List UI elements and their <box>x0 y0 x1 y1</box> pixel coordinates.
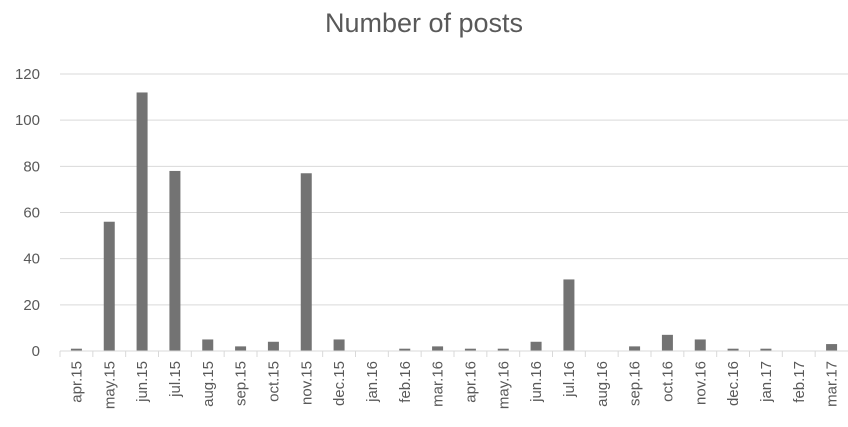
x-tick-label: nov.16 <box>692 361 709 405</box>
x-tick-label: dec.15 <box>331 361 348 406</box>
x-tick-label: jul.15 <box>167 361 184 398</box>
bar-jul.16 <box>563 279 575 351</box>
bar-apr.15 <box>70 348 82 351</box>
x-tick-label: may.15 <box>101 361 118 409</box>
y-tick-label: 100 <box>15 112 40 129</box>
x-tick-label: jul.16 <box>561 361 578 398</box>
x-tick-label: jun.16 <box>528 361 545 403</box>
y-tick-label: 60 <box>23 205 40 222</box>
x-tick-label: may.16 <box>495 361 512 409</box>
y-tick-label: 80 <box>23 158 40 175</box>
bar-may.16 <box>497 348 509 351</box>
x-tick-label: apr.16 <box>462 361 479 403</box>
y-tick-label: 40 <box>23 251 40 268</box>
x-tick-label: jan.17 <box>758 361 775 403</box>
x-tick-label: feb.16 <box>397 361 414 403</box>
x-tick-label: mar.17 <box>824 361 841 407</box>
bar-feb.16 <box>399 348 411 351</box>
bar-aug.15 <box>202 339 214 351</box>
x-tick-label: dec.16 <box>725 361 742 406</box>
y-tick-label: 20 <box>23 297 40 314</box>
bar-jun.15 <box>136 92 148 351</box>
x-tick-label: jan.16 <box>364 361 381 403</box>
bar-mar.16 <box>432 346 444 351</box>
gridlines <box>60 73 848 306</box>
bar-dec.15 <box>333 339 345 351</box>
x-tick-label: aug.16 <box>594 361 611 407</box>
bar-sep.16 <box>629 346 641 351</box>
x-tick-label: sep.16 <box>627 361 644 406</box>
bar-may.15 <box>103 221 115 351</box>
bar-mar.17 <box>826 344 838 351</box>
x-tick-label: mar.16 <box>430 361 447 407</box>
bars <box>70 92 838 351</box>
bar-nov.16 <box>694 339 706 351</box>
chart-title: Number of posts <box>324 8 524 38</box>
bar-dec.16 <box>727 348 739 351</box>
x-tick-label: apr.15 <box>68 361 85 403</box>
x-tick-label: oct.15 <box>265 361 282 402</box>
y-tick-label: 120 <box>15 66 40 83</box>
x-tick-label: nov.15 <box>298 361 315 405</box>
bar-jan.17 <box>760 348 772 351</box>
x-axis-ticks: apr.15 may.15 jun.15 jul.15 aug.15 sep.15 oct.… <box>59 351 841 409</box>
x-tick-label: oct.16 <box>659 361 676 402</box>
bar-sep.15 <box>235 346 247 351</box>
bar-oct.16 <box>661 334 673 351</box>
bar-nov.15 <box>300 173 312 351</box>
bar-oct.15 <box>267 341 279 351</box>
bar-apr.16 <box>464 348 476 351</box>
y-tick-label: 0 <box>32 343 40 360</box>
bar-jun.16 <box>530 341 542 351</box>
bar-jul.15 <box>169 170 181 351</box>
x-tick-label: feb.17 <box>791 361 808 403</box>
x-tick-label: sep.15 <box>233 361 250 406</box>
x-tick-label: jun.15 <box>134 361 151 403</box>
y-axis-ticks: 0 20 40 60 80 100 120 <box>15 66 40 360</box>
x-tick-label: aug.15 <box>200 361 217 407</box>
